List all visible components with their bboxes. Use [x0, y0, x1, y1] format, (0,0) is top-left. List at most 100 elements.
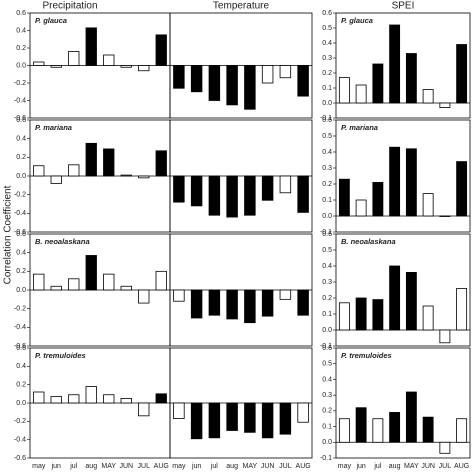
y-tick-label: 0.0 — [16, 287, 26, 294]
bar — [120, 285, 132, 291]
x-tick-label: jul — [210, 463, 218, 470]
y-tick-label: 0.4 — [16, 27, 26, 34]
bar — [155, 150, 167, 177]
y-axis-label: Correlation Coefficient — [3, 185, 14, 284]
y-tick-label: 0.1 — [322, 197, 332, 204]
y-tick-label: 0.3 — [322, 279, 332, 286]
y-tick-label: -0.1 — [320, 115, 332, 122]
x-tick-label: JUN — [119, 463, 133, 470]
y-tick-label: -0.2 — [14, 80, 26, 87]
column-title: SPEI — [392, 1, 415, 12]
bar — [68, 394, 80, 404]
bar — [50, 396, 62, 404]
x-tick-label: jun — [191, 463, 201, 470]
bar — [68, 278, 80, 291]
y-tick-label: 0.0 — [322, 213, 332, 220]
bar — [138, 402, 150, 417]
bar — [85, 255, 97, 291]
bar — [439, 102, 451, 108]
bar — [208, 289, 221, 316]
bar — [297, 65, 309, 97]
bar — [190, 402, 203, 440]
bar — [439, 441, 451, 454]
bar — [226, 289, 238, 320]
bar — [50, 175, 62, 184]
y-tick-label: -0.4 — [14, 210, 26, 217]
bar — [456, 287, 468, 331]
x-tick-label: aug — [226, 463, 238, 470]
bar — [297, 175, 309, 213]
column-title: Temperature — [213, 1, 270, 12]
x-tick-label: jun — [51, 463, 61, 470]
y-tick-label: 0.0 — [16, 173, 26, 180]
bar — [279, 289, 292, 300]
bar — [33, 61, 45, 66]
panel-title: P. mariana — [35, 123, 72, 132]
bar — [456, 418, 468, 443]
bar — [155, 34, 167, 66]
y-tick-label: 0.4 — [16, 250, 26, 257]
bar — [261, 289, 274, 317]
bar — [372, 418, 384, 443]
x-tick-label: MAY — [404, 463, 419, 470]
bar — [244, 65, 256, 110]
y-tick-label: 0.0 — [322, 439, 332, 446]
panel-title: P. tremuloides — [341, 351, 392, 360]
bar — [68, 51, 80, 66]
bar — [405, 391, 417, 443]
y-tick-label: 0.3 — [322, 392, 332, 399]
y-tick-label: -0.6 — [14, 455, 26, 462]
bar — [405, 148, 417, 217]
y-tick-label: 0.4 — [16, 136, 26, 143]
bar — [190, 175, 203, 207]
bar — [68, 164, 80, 177]
y-tick-label: 0.2 — [16, 45, 26, 52]
bar — [120, 174, 132, 177]
panel-title: P. glauca — [341, 16, 373, 25]
y-tick-label: 0.6 — [322, 10, 332, 17]
bar — [120, 65, 132, 68]
x-tick-label: MAY — [243, 463, 258, 470]
y-tick-label: 0.6 — [322, 117, 332, 124]
x-tick-label: may — [32, 463, 46, 470]
bar — [173, 402, 185, 419]
y-tick-label: 0.6 — [16, 231, 26, 238]
panel-frame — [335, 12, 471, 119]
y-tick-label: 0.2 — [16, 382, 26, 389]
y-tick-label: -0.4 — [14, 437, 26, 444]
panel-frame — [335, 347, 471, 459]
bar — [297, 402, 309, 423]
bar — [33, 273, 45, 291]
bar — [173, 175, 185, 203]
bar — [261, 402, 274, 439]
bar — [103, 273, 115, 291]
y-tick-label: -0.1 — [320, 343, 332, 350]
bar — [422, 416, 434, 443]
bar — [372, 299, 384, 331]
bar — [389, 146, 401, 217]
y-tick-label: 0.6 — [16, 345, 26, 352]
bar — [389, 412, 401, 443]
bar — [297, 289, 309, 316]
bar — [190, 289, 203, 319]
x-tick-label: AUG — [154, 463, 169, 470]
y-tick-label: 0.4 — [322, 40, 332, 47]
bar — [422, 193, 434, 217]
panel-title: B. neoalaskana — [35, 237, 90, 246]
bar — [226, 175, 238, 218]
bar — [208, 65, 221, 101]
panel-title: P. tremuloides — [35, 351, 86, 360]
y-tick-label: 0.2 — [322, 408, 332, 415]
y-tick-label: 0.2 — [322, 295, 332, 302]
bar — [85, 142, 97, 177]
y-tick-label: -0.6 — [14, 229, 26, 236]
bar — [338, 77, 350, 104]
column-title: Precipitation — [42, 1, 97, 12]
y-tick-label: 0.2 — [322, 70, 332, 77]
bar — [103, 394, 115, 404]
bar — [261, 65, 274, 84]
y-tick-label: -0.2 — [14, 306, 26, 313]
x-tick-label: jul — [69, 463, 77, 470]
y-tick-label: -0.2 — [14, 192, 26, 199]
